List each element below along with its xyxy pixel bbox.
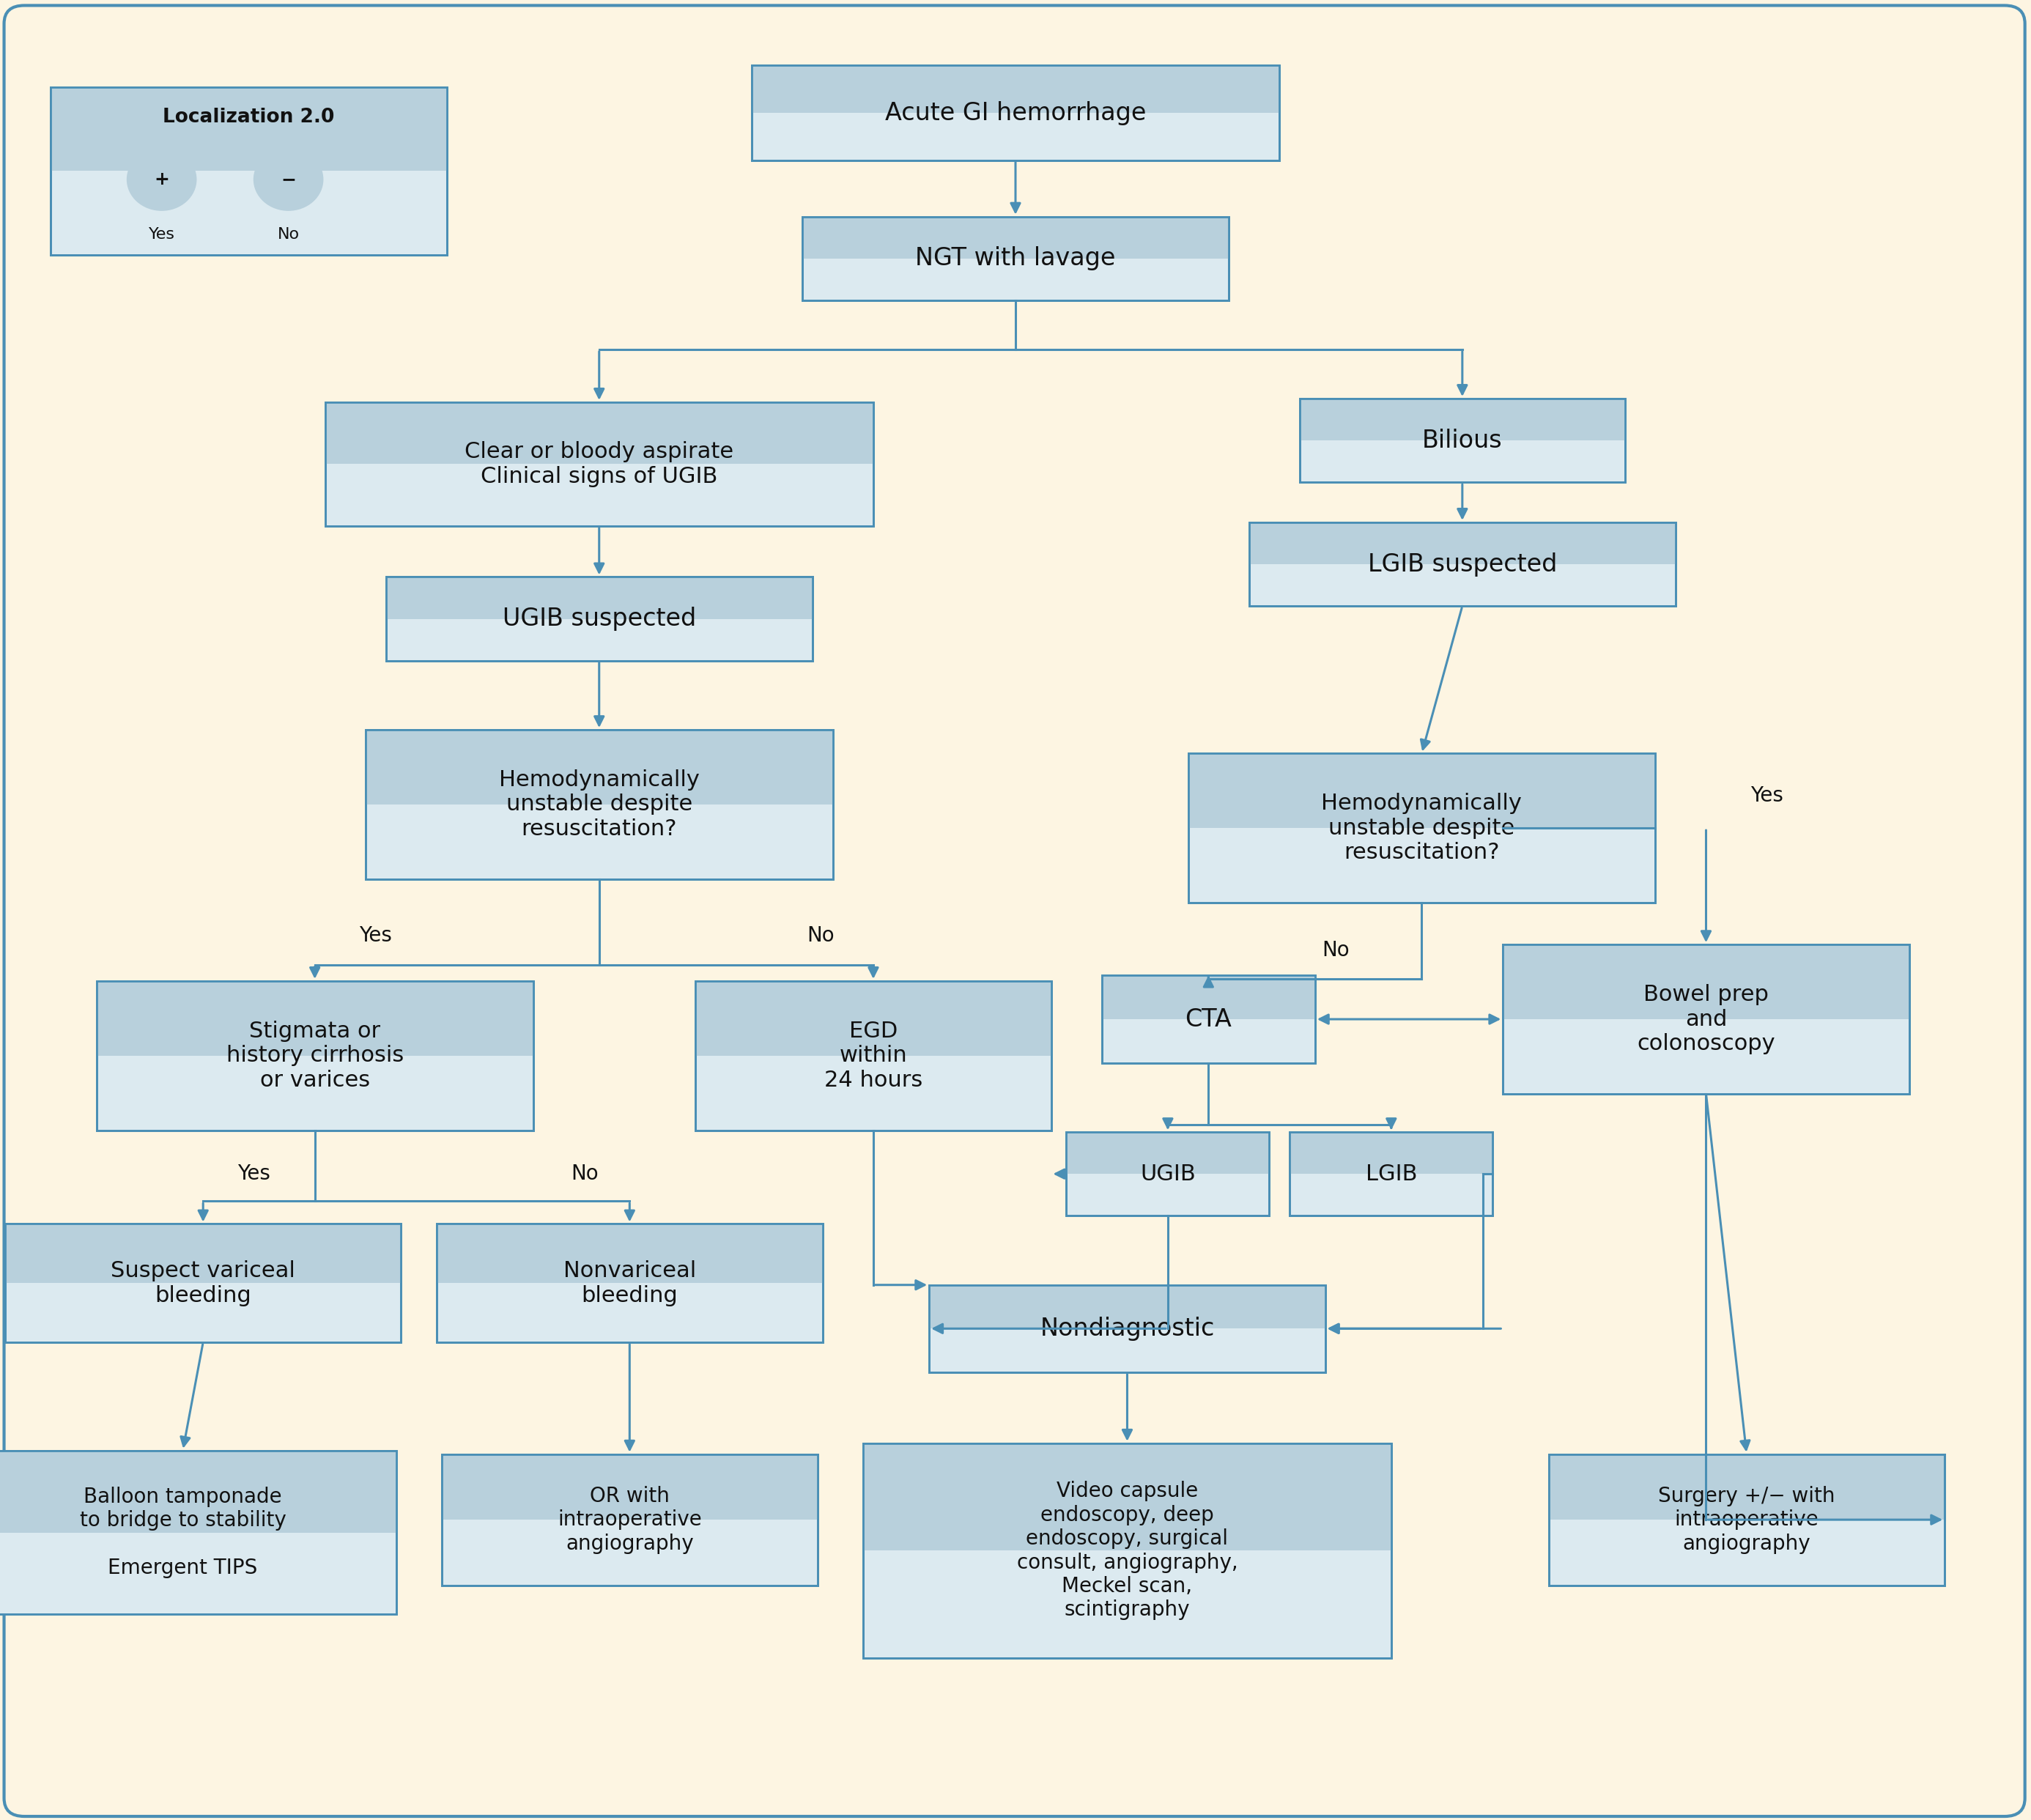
Text: Yes: Yes (1751, 784, 1783, 806)
FancyBboxPatch shape (1101, 976, 1316, 1019)
Text: Hemodynamically
unstable despite
resuscitation?: Hemodynamically unstable despite resusci… (500, 770, 699, 839)
FancyBboxPatch shape (1503, 945, 1909, 1019)
FancyBboxPatch shape (751, 66, 1280, 160)
FancyBboxPatch shape (1300, 399, 1625, 482)
FancyBboxPatch shape (386, 577, 812, 661)
Text: Yes: Yes (238, 1163, 270, 1185)
Text: Video capsule
endoscopy, deep
endoscopy, surgical
consult, angiography,
Meckel s: Video capsule endoscopy, deep endoscopy,… (1018, 1481, 1237, 1620)
FancyBboxPatch shape (1066, 1132, 1269, 1216)
Text: Bowel prep
and
colonoscopy: Bowel prep and colonoscopy (1637, 985, 1775, 1054)
FancyBboxPatch shape (695, 981, 1052, 1056)
Text: UGIB: UGIB (1139, 1163, 1196, 1185)
Circle shape (254, 149, 323, 211)
Text: No: No (571, 1163, 599, 1185)
FancyBboxPatch shape (443, 1454, 816, 1585)
FancyBboxPatch shape (6, 1225, 402, 1343)
FancyBboxPatch shape (1550, 1454, 1946, 1585)
Text: Clear or bloody aspirate
Clinical signs of UGIB: Clear or bloody aspirate Clinical signs … (465, 440, 733, 488)
Text: Suspect variceal
bleeding: Suspect variceal bleeding (112, 1259, 294, 1307)
Text: Surgery +/− with
intraoperative
angiography: Surgery +/− with intraoperative angiogra… (1657, 1485, 1836, 1554)
Text: No: No (806, 925, 835, 946)
FancyBboxPatch shape (863, 1443, 1391, 1658)
FancyBboxPatch shape (1550, 1454, 1946, 1520)
FancyBboxPatch shape (930, 1285, 1326, 1372)
Text: Localization 2.0: Localization 2.0 (162, 107, 335, 127)
FancyBboxPatch shape (1066, 1132, 1269, 1174)
FancyBboxPatch shape (802, 217, 1229, 258)
FancyBboxPatch shape (1249, 522, 1676, 564)
FancyBboxPatch shape (386, 577, 812, 619)
Text: Nonvariceal
bleeding: Nonvariceal bleeding (563, 1259, 697, 1307)
FancyBboxPatch shape (1300, 399, 1625, 440)
FancyBboxPatch shape (325, 402, 873, 526)
Text: Hemodynamically
unstable despite
resuscitation?: Hemodynamically unstable despite resusci… (1322, 794, 1521, 863)
FancyBboxPatch shape (751, 66, 1280, 113)
Text: Yes: Yes (359, 925, 392, 946)
FancyBboxPatch shape (95, 981, 532, 1056)
Text: LGIB suspected: LGIB suspected (1367, 551, 1558, 577)
Text: Acute GI hemorrhage: Acute GI hemorrhage (886, 100, 1145, 126)
FancyBboxPatch shape (437, 1225, 823, 1343)
Text: Stigmata or
history cirrhosis
or varices: Stigmata or history cirrhosis or varices (225, 1021, 404, 1090)
Text: Balloon tamponade
to bridge to stability

Emergent TIPS: Balloon tamponade to bridge to stability… (79, 1487, 286, 1578)
FancyBboxPatch shape (95, 981, 532, 1130)
Text: UGIB suspected: UGIB suspected (502, 606, 697, 632)
FancyBboxPatch shape (1249, 522, 1676, 606)
FancyBboxPatch shape (695, 981, 1052, 1130)
FancyBboxPatch shape (1188, 753, 1655, 903)
Text: Yes: Yes (148, 228, 175, 242)
FancyBboxPatch shape (0, 1451, 396, 1614)
Text: NGT with lavage: NGT with lavage (916, 246, 1115, 271)
Text: −: − (280, 171, 297, 187)
FancyBboxPatch shape (1101, 976, 1316, 1063)
FancyBboxPatch shape (0, 1451, 396, 1532)
FancyBboxPatch shape (1503, 945, 1909, 1094)
FancyBboxPatch shape (437, 1223, 823, 1283)
FancyBboxPatch shape (863, 1443, 1391, 1551)
FancyBboxPatch shape (443, 1454, 816, 1520)
FancyBboxPatch shape (1188, 753, 1655, 828)
Text: No: No (1322, 939, 1349, 961)
FancyBboxPatch shape (1290, 1132, 1493, 1216)
FancyBboxPatch shape (366, 730, 833, 879)
Text: +: + (154, 171, 169, 187)
Text: LGIB: LGIB (1365, 1163, 1418, 1185)
Circle shape (128, 149, 197, 211)
FancyBboxPatch shape (6, 1223, 402, 1283)
FancyBboxPatch shape (802, 217, 1229, 300)
FancyBboxPatch shape (325, 402, 873, 464)
FancyBboxPatch shape (1290, 1132, 1493, 1174)
FancyBboxPatch shape (51, 87, 447, 171)
FancyBboxPatch shape (51, 87, 447, 255)
Text: OR with
intraoperative
angiography: OR with intraoperative angiography (559, 1485, 701, 1554)
Text: Bilious: Bilious (1422, 428, 1503, 453)
Text: EGD
within
24 hours: EGD within 24 hours (825, 1021, 922, 1090)
FancyBboxPatch shape (930, 1285, 1326, 1329)
Text: CTA: CTA (1184, 1006, 1233, 1032)
Text: Nondiagnostic: Nondiagnostic (1040, 1316, 1215, 1341)
Text: No: No (278, 228, 299, 242)
FancyBboxPatch shape (366, 730, 833, 804)
